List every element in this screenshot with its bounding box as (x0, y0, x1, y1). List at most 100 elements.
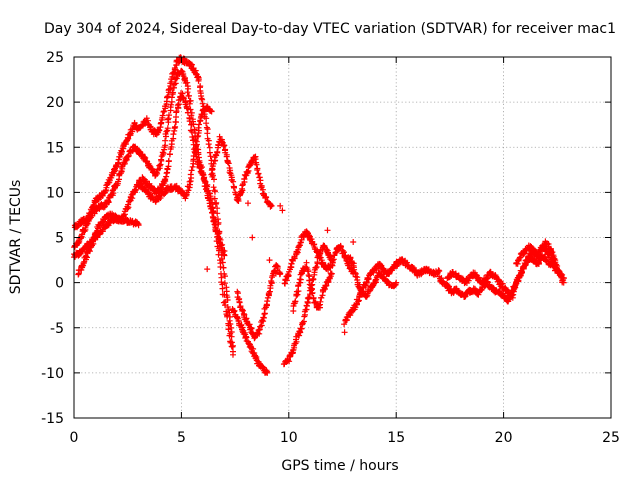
data-point-track-c (188, 121, 195, 128)
data-point-track-f (254, 167, 261, 173)
data-point-isolated (279, 207, 286, 214)
data-point-track-l (341, 321, 348, 328)
data-point-track-e (194, 133, 201, 140)
data-point-track-a (207, 153, 214, 160)
data-point-track-c (165, 157, 172, 164)
y-tick-label: 0 (55, 276, 64, 292)
data-point-isolated (324, 227, 331, 234)
y-axis-ticks: -15 -10 -5 0 5 10 15 20 25 (41, 50, 611, 427)
data-point-track-a (212, 188, 218, 195)
y-tick-label: 15 (46, 140, 64, 156)
data-point-track-c (222, 302, 228, 309)
data-point-track-c (186, 118, 193, 125)
data-point-track-c (221, 291, 228, 298)
data-point-track-b (125, 152, 132, 159)
data-point-track-b (141, 153, 148, 160)
data-point-track-e (196, 121, 202, 128)
data-point-track-k (310, 294, 317, 301)
data-point-track-i (313, 264, 320, 270)
data-point-track-l (378, 262, 385, 269)
data-point-track-f (267, 202, 274, 209)
data-point-track-e (188, 167, 195, 174)
x-axis-label: GPS time / hours (281, 458, 398, 474)
data-point-track-e (193, 142, 200, 149)
data-point-track-l (435, 267, 442, 274)
data-point-track-e (186, 178, 193, 185)
data-point-track-a (203, 120, 210, 127)
data-point-isolated (245, 200, 251, 207)
data-point-track-e (198, 111, 205, 118)
x-tick-label: 10 (280, 430, 298, 446)
data-point-track-c (170, 131, 177, 138)
data-point-track-e (187, 171, 194, 178)
data-point-track-c (209, 201, 216, 208)
data-point-isolated (277, 202, 284, 209)
data-point-track-f (225, 160, 232, 167)
data-point-track-p (549, 249, 556, 256)
data-point-track-j (340, 249, 347, 256)
grid-lines (74, 57, 611, 418)
data-point-track-m (347, 255, 354, 262)
data-point-track-o (509, 291, 516, 298)
data-point-track-b (159, 149, 166, 156)
data-point-track-a (164, 93, 171, 100)
x-tick-label: 20 (495, 430, 513, 446)
data-point-track-c (211, 217, 218, 223)
data-point-track-g (234, 288, 241, 295)
data-point-track-f (253, 161, 260, 168)
data-point-isolated (272, 270, 279, 277)
data-point-track-f (221, 142, 228, 149)
plot-frame (73, 56, 612, 419)
data-point-track-k (312, 299, 319, 306)
data-point-track-a (159, 112, 166, 119)
x-axis-ticks: 0 5 10 15 20 25 (70, 57, 620, 446)
data-point-track-c (200, 171, 207, 178)
data-point-track-j (291, 254, 298, 261)
data-point-track-f (244, 168, 251, 175)
data-point-track-b (168, 101, 175, 108)
y-tick-label: -10 (41, 366, 64, 382)
data-point-track-e (190, 153, 197, 159)
data-point-track-a (222, 273, 228, 280)
data-point-track-a (161, 108, 168, 115)
data-point-isolated (249, 234, 256, 241)
data-point-track-c (217, 264, 224, 270)
x-tick-label: 5 (177, 430, 186, 446)
data-point-track-f (224, 159, 231, 166)
data-point-track-o (560, 279, 567, 286)
data-point-track-e (208, 108, 215, 115)
data-point-track-b (187, 97, 194, 104)
data-point-track-p (552, 257, 559, 264)
data-point-track-a (206, 149, 213, 156)
data-point-track-c (125, 201, 132, 208)
data-point-track-a (210, 184, 217, 191)
data-point-track-b (163, 128, 170, 135)
data-point-track-c (80, 260, 87, 266)
data-point-track-c (212, 218, 219, 225)
data-point-track-j (287, 263, 294, 270)
y-tick-label: 20 (46, 95, 64, 111)
data-point-track-j (329, 257, 336, 264)
data-point-track-c (213, 238, 220, 245)
data-point-track-m (352, 269, 359, 276)
data-point-track-a (205, 141, 212, 148)
data-point-track-c (224, 313, 231, 320)
data-point-track-f (235, 196, 242, 203)
data-point-track-b (185, 93, 192, 99)
data-point-track-m (369, 283, 376, 290)
x-tick-label: 0 (70, 430, 79, 446)
data-point-track-d (135, 221, 142, 227)
data-point-track-b (166, 112, 172, 119)
data-point-track-c (230, 351, 236, 358)
y-tick-label: -15 (41, 411, 64, 427)
data-point-track-a (160, 108, 167, 115)
data-point-isolated (221, 248, 228, 254)
data-point-track-o (535, 260, 542, 266)
data-point-track-m (351, 266, 358, 273)
data-point-track-f (210, 160, 217, 167)
data-point-track-k (328, 270, 335, 277)
data-point-track-g (274, 265, 281, 271)
data-point-track-c (226, 332, 233, 339)
data-point-track-c (207, 196, 214, 203)
